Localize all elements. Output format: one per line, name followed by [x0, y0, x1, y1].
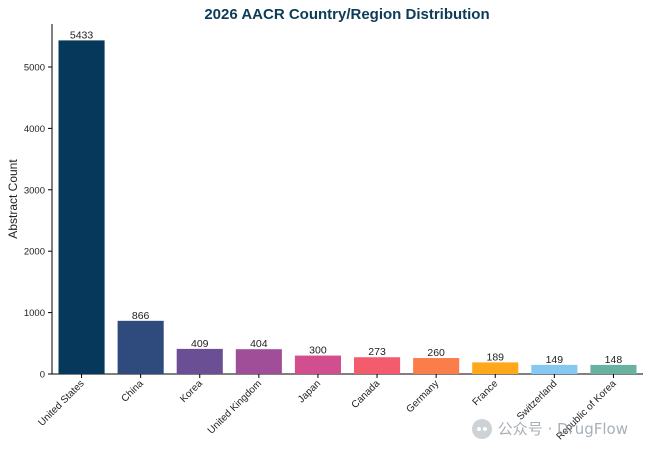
watermark: 公众号 · DrugFlow [471, 418, 628, 439]
bar-united-kingdom [235, 349, 282, 374]
y-tick-label: 1000 [24, 308, 45, 319]
bar-value-label: 148 [605, 354, 623, 366]
bar-value-label: 273 [368, 346, 386, 358]
y-axis-label: Abstract Count [6, 159, 20, 239]
bar-value-label: 404 [250, 338, 268, 350]
bar-france [472, 362, 519, 374]
bar-united-states [58, 40, 105, 374]
bar-value-label: 866 [132, 310, 150, 322]
y-tick-label: 3000 [24, 185, 45, 196]
bar-value-label: 260 [427, 347, 445, 359]
y-ticks: 0 1000 2000 3000 4000 5000 [24, 62, 52, 381]
watermark-text: 公众号 · DrugFlow [497, 420, 628, 438]
x-tick-label: China [120, 378, 147, 405]
x-tick-label: Japan [296, 378, 323, 405]
x-tick-label: France [471, 378, 501, 408]
y-tick-label: 0 [40, 370, 45, 381]
y-tick-label: 2000 [24, 247, 45, 258]
bar-value-label: 149 [546, 354, 564, 366]
wechat-icon [471, 418, 492, 439]
bar-value-label: 5433 [70, 29, 94, 41]
x-tick-label: Korea [178, 378, 205, 405]
x-tick-label: Canada [350, 378, 383, 411]
bar-china [117, 320, 164, 374]
chart-title: 2026 AACR Country/Region Distribution [204, 6, 489, 23]
x-tick-label: Switzerland [515, 378, 559, 422]
bar-canada [354, 357, 401, 374]
x-tick-label: United Kingdom [206, 378, 264, 436]
bar-value-label: 189 [486, 351, 504, 363]
bar-switzerland [531, 364, 578, 374]
bar-korea [176, 348, 223, 374]
bar-value-label: 300 [309, 345, 327, 357]
x-tick-label: United States [36, 378, 86, 428]
bar-value-label: 409 [191, 338, 209, 350]
y-tick-label: 4000 [24, 124, 45, 135]
bar-germany [413, 358, 460, 374]
bars [58, 40, 637, 374]
x-tick-label: Germany [404, 378, 441, 415]
y-tick-label: 5000 [24, 62, 45, 73]
bar-republic-of-korea [590, 364, 637, 374]
value-labels: 5433 866 409 404 300 273 260 189 149 148 [70, 29, 622, 366]
bar-japan [294, 355, 341, 374]
